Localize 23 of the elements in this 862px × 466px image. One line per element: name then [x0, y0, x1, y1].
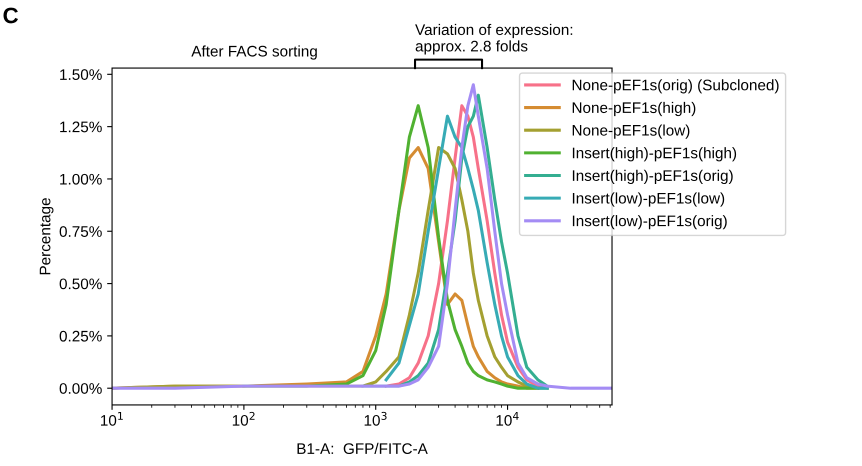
x-tick-label: 10$^{3}$ [364, 412, 387, 426]
y-tick-label: 1.25% [60, 122, 102, 132]
text: C [4, 8, 18, 24]
legend-label: Insert(low)-pEF1s(low) [572, 192, 724, 207]
legend-label: None-pEF1s(low) [572, 124, 690, 139]
x-axis-title: B1-A: GFP/FITC-A [298, 442, 428, 454]
legend-label: None-pEF1s(orig) (Subcloned) [572, 79, 779, 94]
x-tick-label: 10$^{1}$ [101, 412, 123, 426]
text: Variation of expression: approx. 2.8 folds [415, 24, 572, 55]
y-tick-label: 0.50% [60, 278, 102, 290]
y-tick-label: 0.75% [60, 226, 102, 237]
legend-label: Insert(high)-pEF1s(orig) [572, 170, 733, 184]
x-tick-label: 10$^{2}$ [232, 412, 255, 426]
text: After FACS sorting [191, 45, 317, 60]
y-tick-label: 1.50% [60, 69, 102, 80]
legend-label: Insert(high)-pEF1s(high) [572, 147, 736, 162]
y-tick-label: 1.00% [60, 174, 102, 185]
legend-label: None-pEF1s(high) [572, 102, 696, 116]
y-tick-label: 0.00% [60, 383, 102, 394]
y-tick-label: 0.25% [60, 330, 102, 342]
x-tick-label: 10$^{4}$ [496, 412, 519, 426]
y-axis-title: Percentage [40, 198, 54, 274]
legend-label: Insert(low)-pEF1s(orig) [572, 215, 727, 230]
